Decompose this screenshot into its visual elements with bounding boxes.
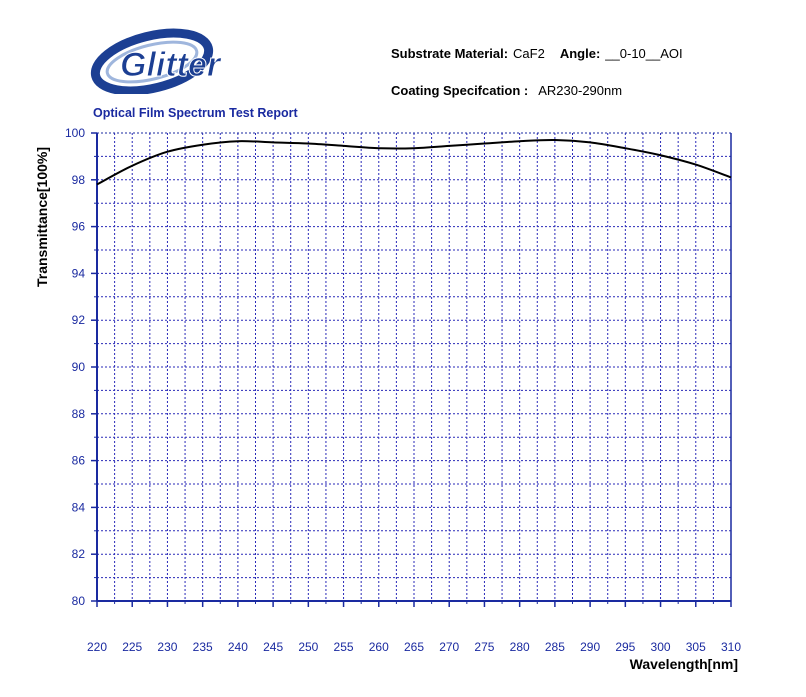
x-tick-label: 300 [651, 640, 671, 654]
x-tick-label: 255 [334, 640, 354, 654]
y-tick-label: 90 [72, 360, 86, 374]
x-tick-label: 270 [439, 640, 459, 654]
substrate-value: CaF2 [513, 46, 545, 61]
x-tick-label: 310 [721, 640, 741, 654]
y-axis-label: Transmittance[100%] [34, 147, 50, 287]
coating-label: Coating Specifcation : [391, 83, 529, 98]
x-tick-label: 285 [545, 640, 565, 654]
axes [91, 132, 732, 607]
y-tick-label: 84 [72, 500, 86, 514]
y-tick-label: 88 [72, 407, 86, 421]
transmittance-curve [96, 138, 732, 186]
x-tick-label: 305 [686, 640, 706, 654]
x-axis-label: Wavelength[nm] [630, 656, 738, 672]
y-tick-label: 80 [72, 594, 86, 608]
y-tick-label: 98 [72, 173, 86, 187]
x-tick-label: 225 [122, 640, 142, 654]
x-tick-label: 295 [615, 640, 635, 654]
x-tick-label: 220 [87, 640, 107, 654]
y-tick-label: 94 [72, 266, 86, 280]
y-tick-label: 100 [65, 126, 85, 140]
angle-value: __0-10__AOI [605, 46, 683, 61]
series-layer [96, 138, 732, 186]
logo-swoosh-inner [105, 40, 199, 84]
logo-swoosh-outer [90, 28, 214, 94]
y-tick-label: 86 [72, 454, 86, 468]
x-tick-label: 230 [157, 640, 177, 654]
x-tick-label: 290 [580, 640, 600, 654]
coating-value: AR230-290nm [538, 83, 623, 98]
y-tick-label: 96 [72, 220, 86, 234]
angle-label: Angle: [559, 46, 601, 61]
x-tick-label: 235 [193, 640, 213, 654]
y-tick-label: 82 [72, 547, 86, 561]
header-row-substrate: Substrate Material: CaF2 Angle: __0-10__AOI [391, 46, 683, 61]
x-tick-label: 280 [510, 640, 530, 654]
x-tick-label: 275 [474, 640, 494, 654]
y-tick-label: 92 [72, 313, 86, 327]
x-tick-label: 250 [298, 640, 318, 654]
x-tick-label: 245 [263, 640, 283, 654]
grid [97, 133, 731, 601]
glitter-logo: Glitter [90, 28, 222, 94]
tick-labels: 80 82 84 86 88 90 92 94 96 98 100 220 225 230 235 240 24… [65, 126, 741, 654]
x-tick-label: 240 [228, 640, 248, 654]
logo-text: Glitter [120, 46, 222, 84]
x-tick-label: 265 [404, 640, 424, 654]
header-row-coating: Coating Specifcation : AR230-290nm [391, 83, 622, 98]
substrate-label: Substrate Material: [391, 46, 509, 61]
report-title: Optical Film Spectrum Test Report [93, 106, 298, 120]
x-tick-label: 260 [369, 640, 389, 654]
